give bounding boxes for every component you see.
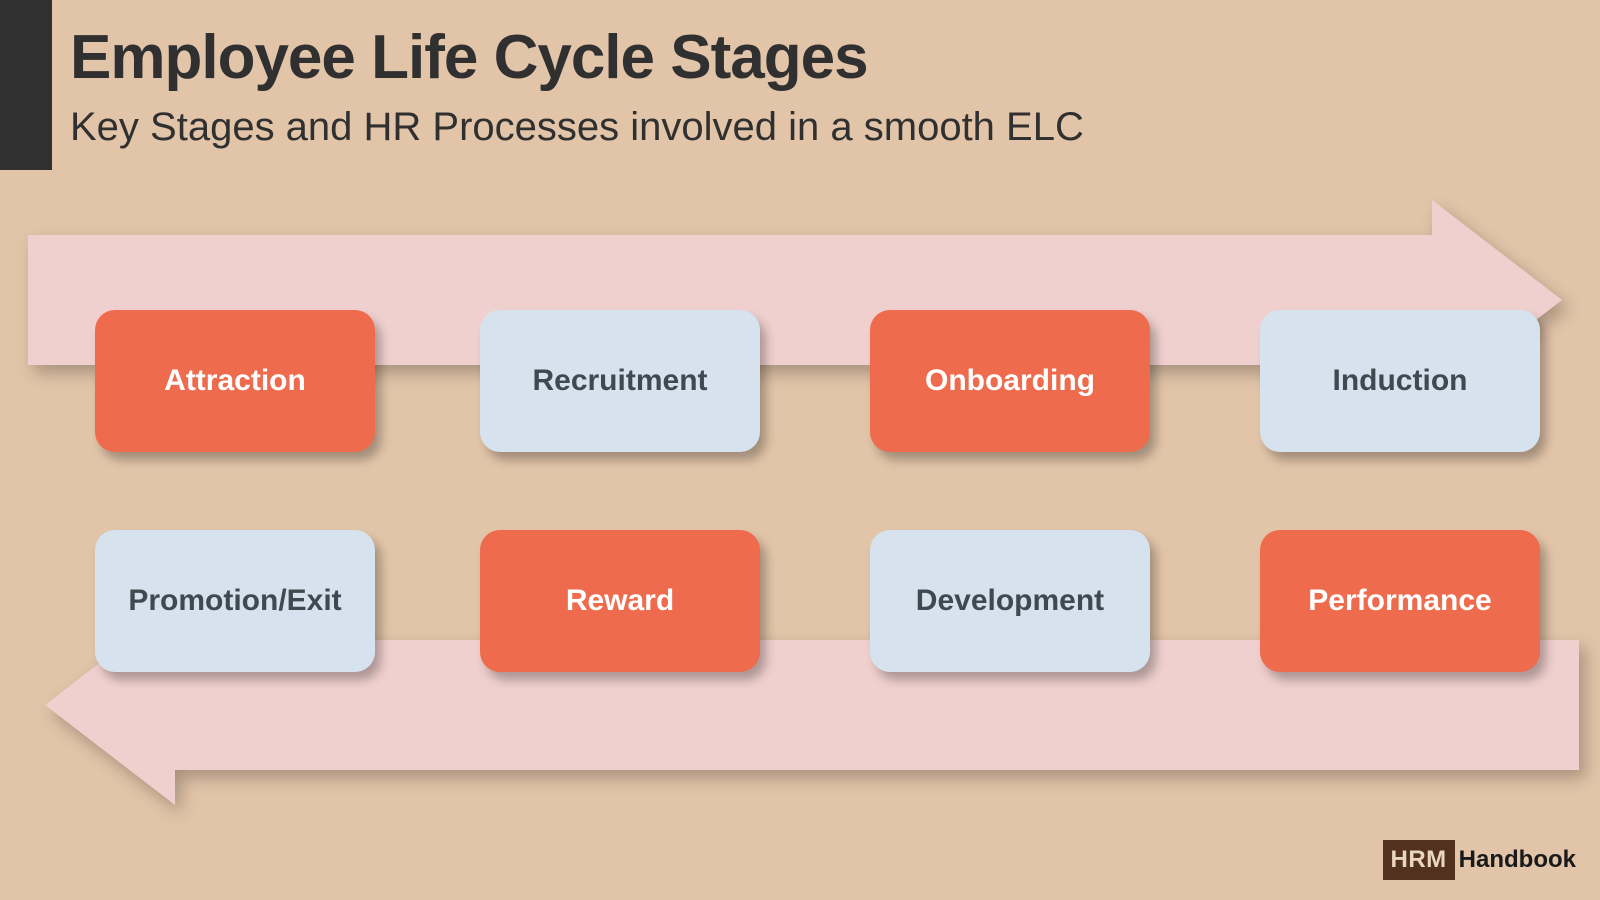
title-accent-bar xyxy=(0,0,52,170)
stage-box: Performance xyxy=(1260,530,1540,672)
stage-box: Development xyxy=(870,530,1150,672)
stage-box: Recruitment xyxy=(480,310,760,452)
infographic-canvas: Employee Life Cycle Stages Key Stages an… xyxy=(0,0,1600,900)
brand-logo: HRM Handbook xyxy=(1383,840,1576,880)
stage-box: Onboarding xyxy=(870,310,1150,452)
page-title: Employee Life Cycle Stages xyxy=(70,22,868,93)
stage-box: Attraction xyxy=(95,310,375,452)
page-subtitle: Key Stages and HR Processes involved in … xyxy=(70,105,1084,150)
brand-logo-badge: HRM xyxy=(1383,840,1455,880)
stage-box: Induction xyxy=(1260,310,1540,452)
brand-logo-word: Handbook xyxy=(1459,846,1576,874)
stage-box: Reward xyxy=(480,530,760,672)
stage-box: Promotion/Exit xyxy=(95,530,375,672)
